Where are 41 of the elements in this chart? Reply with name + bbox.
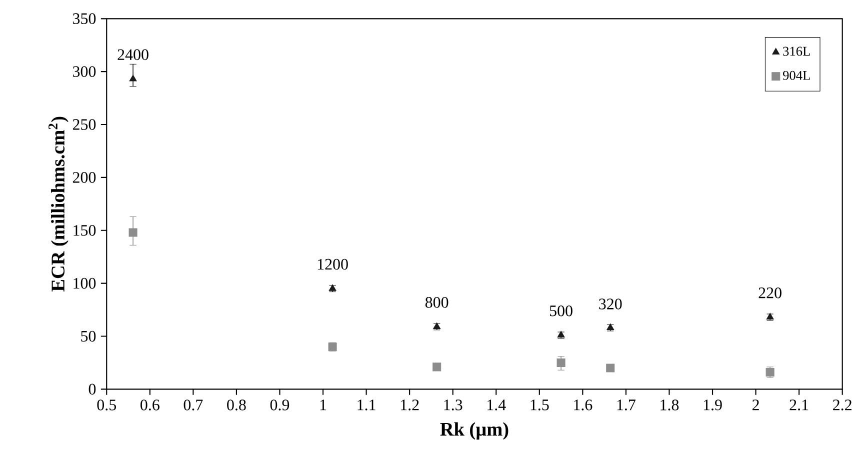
x-tick-label: 1.3 <box>444 400 462 410</box>
x-tick-label: 2.2 <box>833 400 852 410</box>
x-tick-label: 1.5 <box>530 400 549 410</box>
annotation: 220 <box>758 288 782 298</box>
x-tick-label: 1.2 <box>400 400 419 410</box>
y-tick-label: 250 <box>72 119 96 130</box>
y-tick-label: 350 <box>73 13 96 24</box>
point <box>606 364 615 372</box>
x-tick-label: 1.4 <box>488 400 506 410</box>
x-tick-label: 1.7 <box>617 400 636 410</box>
annotation: 500 <box>550 306 572 316</box>
annotation: 800 <box>425 297 448 308</box>
point <box>556 358 566 368</box>
annotation: 1200 <box>318 258 348 270</box>
y-tick-label: 200 <box>72 172 96 183</box>
x-tick-label: 1 <box>320 400 326 410</box>
x-tick-label: 2 <box>752 400 759 410</box>
x-tick-label: 0.8 <box>227 400 246 411</box>
y-tick-label: 100 <box>74 278 96 289</box>
legend-label: 316L <box>783 46 810 56</box>
x-tick-label: 1.8 <box>660 400 679 411</box>
y-axis-title: ECR (milliohms.cm$^{2}$) <box>48 116 68 292</box>
x-tick-label: 0.5 <box>97 400 116 411</box>
y-tick-label: 50 <box>81 330 96 342</box>
x-tick-label: 2.1 <box>790 400 808 410</box>
x-tick-label: 1.9 <box>704 400 722 410</box>
y-tick-label: 150 <box>74 225 96 236</box>
point <box>128 228 138 237</box>
y-tick-label: 300 <box>73 66 96 78</box>
x-tick-label: 0.9 <box>270 400 290 411</box>
x-axis-title: Rk (µm) <box>440 422 508 440</box>
x-tick-label: 0.6 <box>140 400 160 411</box>
point <box>432 362 442 372</box>
annotation: 320 <box>599 298 622 310</box>
x-tick-label: 0.7 <box>184 400 203 411</box>
x-tick-label: 1.6 <box>574 400 592 410</box>
point <box>129 74 137 82</box>
annotation: 2400 <box>118 49 148 60</box>
legend-label: 904L <box>782 71 810 80</box>
y-tick-label: 0 <box>88 384 96 395</box>
x-tick-label: 1.1 <box>358 400 376 410</box>
